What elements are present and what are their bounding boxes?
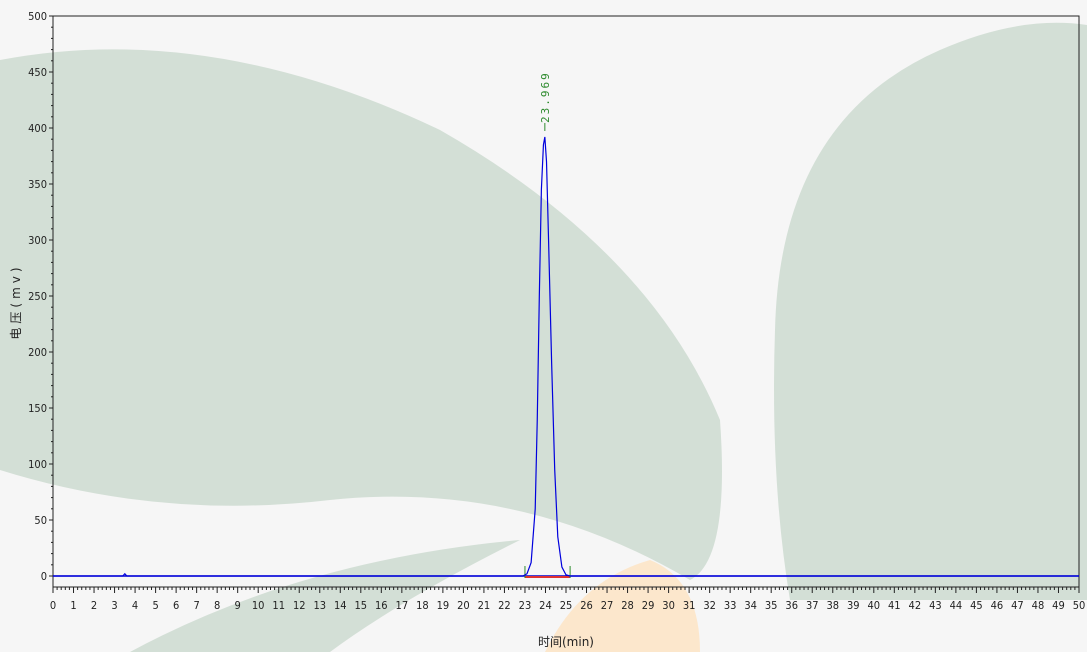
x-tick-label: 34 [744, 599, 757, 612]
x-tick-label: 48 [1032, 599, 1045, 612]
x-tick-label: 5 [152, 599, 158, 612]
watermark-logo [0, 22, 1087, 652]
x-tick-label: 8 [214, 599, 220, 612]
x-tick-label: 10 [252, 599, 265, 612]
x-tick-label: 45 [970, 599, 983, 612]
x-tick-label: 47 [1011, 599, 1024, 612]
y-tick-label: 200 [28, 346, 47, 359]
x-tick-label: 32 [703, 599, 716, 612]
x-tick-label: 28 [621, 599, 634, 612]
x-tick-label: 20 [457, 599, 470, 612]
x-tick-label: 29 [642, 599, 655, 612]
watermark-leaf-right [774, 22, 1087, 601]
x-tick-label: 38 [826, 599, 839, 612]
peak-labels: 23.969 [539, 71, 552, 131]
x-tick-label: 15 [355, 599, 368, 612]
y-tick-label: 50 [34, 514, 47, 527]
x-tick-label: 23 [519, 599, 532, 612]
x-tick-label: 12 [293, 599, 306, 612]
y-tick-label: 250 [28, 290, 47, 303]
y-tick-label: 400 [28, 122, 47, 135]
x-tick-label: 13 [313, 599, 326, 612]
y-tick-label: 300 [28, 234, 47, 247]
x-tick-label: 46 [991, 599, 1004, 612]
y-tick-label: 350 [28, 178, 47, 191]
x-axis: 0 1 2 3 4 5 6 7 8 9 10 11 12 13 14 15 16 17 18 19 20 21 22 23 24… [50, 587, 1085, 612]
x-tick-label: 42 [909, 599, 922, 612]
x-tick-label: 16 [375, 599, 388, 612]
x-tick-label: 37 [806, 599, 819, 612]
x-tick-label: 11 [272, 599, 285, 612]
x-tick-label: 41 [888, 599, 901, 612]
x-tick-label: 44 [950, 599, 963, 612]
x-tick-label: 43 [929, 599, 942, 612]
x-tick-label: 7 [193, 599, 199, 612]
series-line [53, 136, 1079, 577]
watermark-leaf-left [0, 49, 722, 581]
x-tick-label: 30 [662, 599, 675, 612]
watermark-accent [545, 560, 700, 652]
x-tick-label: 17 [396, 599, 409, 612]
x-tick-label: 9 [235, 599, 241, 612]
x-tick-label: 18 [416, 599, 429, 612]
x-tick-label: 49 [1052, 599, 1065, 612]
y-tick-label: 500 [28, 10, 47, 23]
x-tick-label: 39 [847, 599, 860, 612]
watermark-leaf-bottom [130, 540, 520, 652]
y-tick-label: 0 [41, 570, 47, 583]
x-axis-label: 时间(min) [538, 635, 594, 649]
y-tick-label: 100 [28, 458, 47, 471]
x-tick-label: 36 [785, 599, 798, 612]
x-tick-label: 2 [91, 599, 97, 612]
y-axis: 0 50 100 150 200 250 300 350 400 450 500 [28, 10, 53, 583]
x-tick-label: 0 [50, 599, 56, 612]
x-tick-label: 25 [560, 599, 573, 612]
x-tick-label: 22 [498, 599, 511, 612]
x-tick-label: 31 [683, 599, 696, 612]
x-tick-label: 26 [580, 599, 593, 612]
x-tick-label: 40 [868, 599, 881, 612]
peak-label: 23.969 [539, 71, 552, 123]
x-tick-label: 21 [478, 599, 491, 612]
x-tick-label: 33 [724, 599, 737, 612]
y-tick-label: 450 [28, 66, 47, 79]
x-tick-label: 27 [601, 599, 614, 612]
x-tick-label: 50 [1073, 599, 1086, 612]
x-tick-label: 19 [437, 599, 450, 612]
y-tick-label: 150 [28, 402, 47, 415]
x-tick-label: 14 [334, 599, 347, 612]
x-tick-label: 3 [111, 599, 117, 612]
x-tick-label: 1 [70, 599, 76, 612]
x-tick-label: 4 [132, 599, 138, 612]
x-tick-label: 35 [765, 599, 778, 612]
x-tick-label: 24 [539, 599, 552, 612]
y-axis-label: 电压(mv) [9, 263, 23, 339]
x-tick-label: 6 [173, 599, 179, 612]
